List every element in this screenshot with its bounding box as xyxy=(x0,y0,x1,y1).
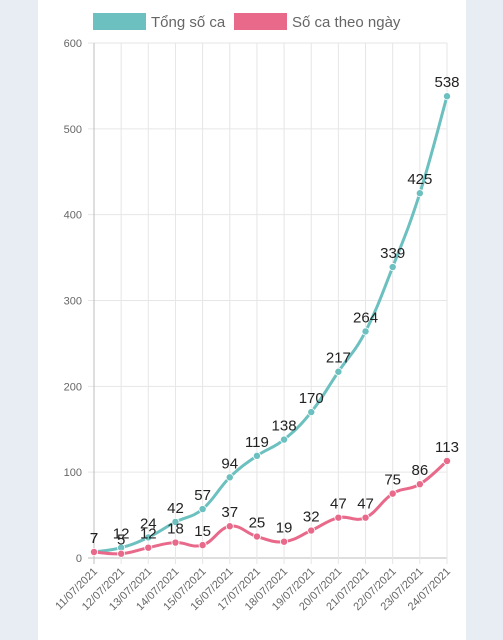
y-tick-label: 0 xyxy=(76,553,82,565)
series-points xyxy=(90,92,451,558)
data-point[interactable] xyxy=(442,92,451,101)
legend-label[interactable]: Tổng số ca xyxy=(151,14,226,31)
data-label: 19 xyxy=(276,520,293,537)
data-label: 7 xyxy=(90,530,98,547)
data-label: 425 xyxy=(407,171,432,188)
data-label: 264 xyxy=(353,309,378,326)
data-point[interactable] xyxy=(144,543,153,552)
data-label: 15 xyxy=(194,523,211,540)
data-label: 32 xyxy=(303,509,320,526)
data-point[interactable] xyxy=(334,513,343,522)
data-label: 75 xyxy=(384,472,401,489)
data-label: 47 xyxy=(330,496,347,513)
data-point[interactable] xyxy=(361,327,370,336)
legend[interactable]: Tổng số ca Số ca theo ngày xyxy=(93,13,401,31)
y-axis: 0 100 200 300 400 500 600 xyxy=(64,38,82,565)
data-point[interactable] xyxy=(117,549,126,558)
grid-lines xyxy=(88,42,448,564)
data-label: 5 xyxy=(117,532,125,549)
data-point[interactable] xyxy=(171,517,180,526)
legend-swatch[interactable] xyxy=(234,13,287,30)
data-label: 24 xyxy=(140,515,157,532)
data-point[interactable] xyxy=(415,480,424,489)
data-label: 138 xyxy=(272,418,297,435)
data-point[interactable] xyxy=(225,522,234,531)
y-tick-label: 400 xyxy=(64,210,82,222)
data-point[interactable] xyxy=(388,489,397,498)
data-label: 339 xyxy=(380,245,405,262)
data-label: 119 xyxy=(245,434,269,451)
data-point[interactable] xyxy=(198,541,207,550)
data-label: 57 xyxy=(194,487,211,504)
data-label: 42 xyxy=(167,500,184,517)
data-point[interactable] xyxy=(307,408,316,417)
data-label: 113 xyxy=(435,439,459,456)
data-point[interactable] xyxy=(361,513,370,522)
data-point[interactable] xyxy=(442,457,451,466)
data-point[interactable] xyxy=(144,533,153,542)
y-tick-label: 500 xyxy=(64,124,82,136)
data-point[interactable] xyxy=(280,537,289,546)
data-label: 217 xyxy=(326,350,351,367)
data-label: 12 xyxy=(113,526,130,543)
y-tick-label: 100 xyxy=(64,467,82,479)
data-point[interactable] xyxy=(225,473,234,482)
y-tick-label: 300 xyxy=(64,296,82,308)
data-label: 47 xyxy=(357,496,374,513)
data-point[interactable] xyxy=(307,526,316,535)
x-axis: 11/07/202112/07/202113/07/202114/07/2021… xyxy=(53,566,453,613)
data-point[interactable] xyxy=(252,532,261,541)
y-tick-label: 600 xyxy=(64,38,82,50)
series-line-0 xyxy=(93,95,449,554)
legend-swatch[interactable] xyxy=(93,13,146,30)
data-point[interactable] xyxy=(280,435,289,444)
data-point[interactable] xyxy=(198,505,207,514)
data-point[interactable] xyxy=(334,367,343,376)
data-label: 25 xyxy=(249,515,266,532)
data-point[interactable] xyxy=(415,189,424,198)
data-label: 18 xyxy=(167,521,184,538)
data-label: 12 xyxy=(140,526,157,543)
data-point[interactable] xyxy=(388,263,397,272)
data-point[interactable] xyxy=(252,451,261,460)
y-tick-label: 200 xyxy=(64,381,82,393)
data-point[interactable] xyxy=(90,547,99,556)
data-label: 538 xyxy=(434,74,459,91)
legend-label[interactable]: Số ca theo ngày xyxy=(292,14,401,31)
data-label: 86 xyxy=(412,462,429,479)
data-point[interactable] xyxy=(171,538,180,547)
data-label: 170 xyxy=(299,390,324,407)
data-label: 94 xyxy=(221,455,238,472)
data-label: 7 xyxy=(90,530,98,547)
data-label: 37 xyxy=(221,504,238,521)
